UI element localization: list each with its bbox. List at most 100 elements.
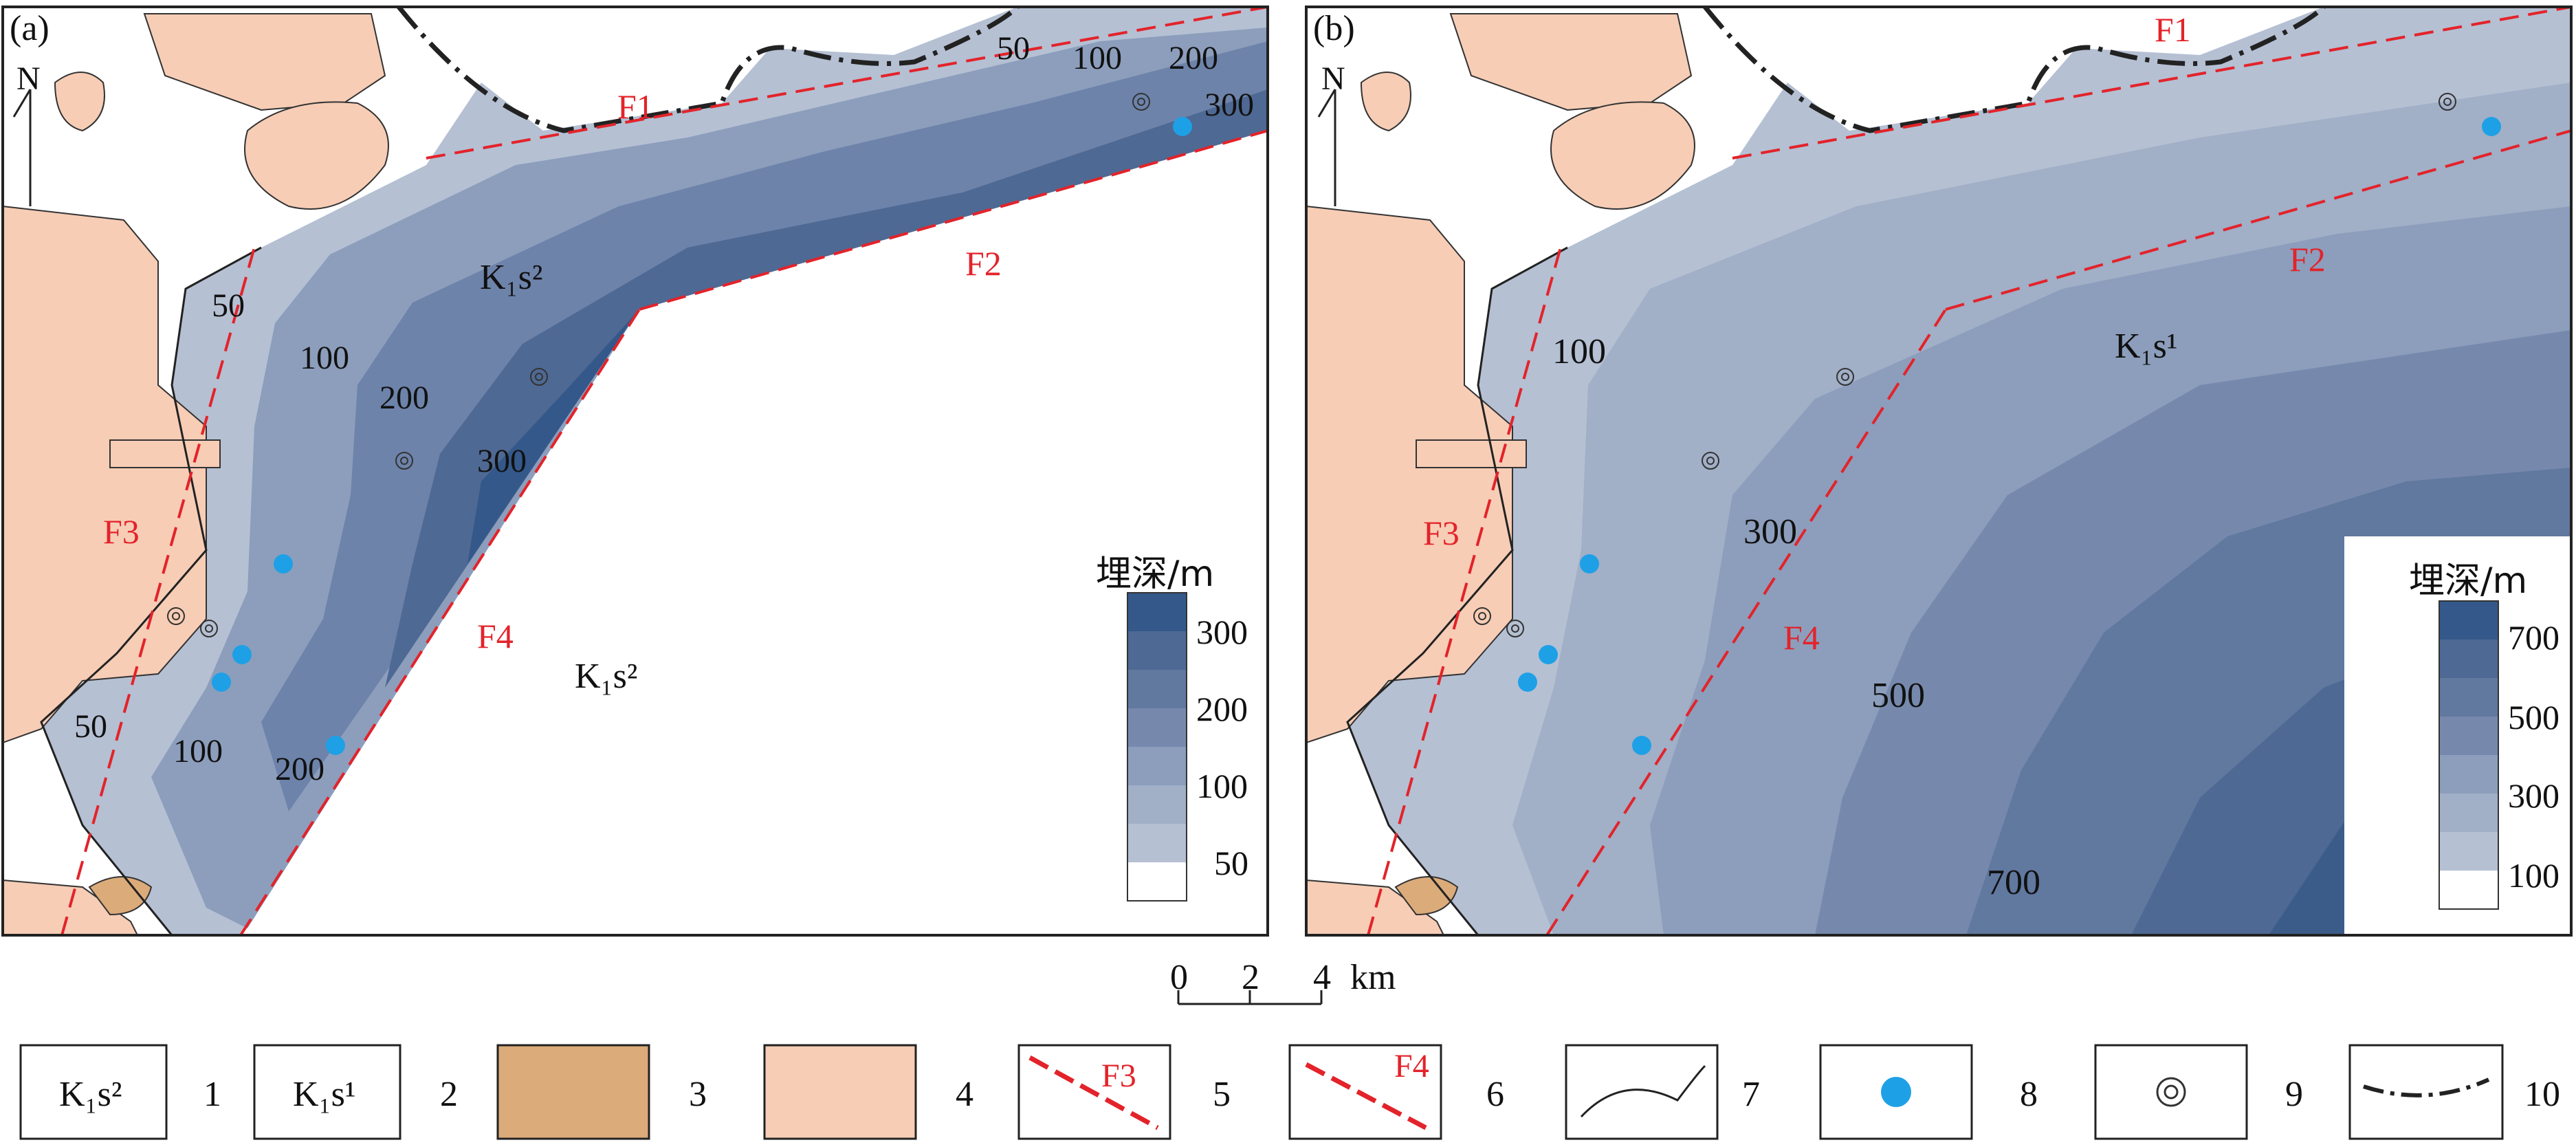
svg-text:8: 8 [2020, 1075, 2038, 1114]
basin-a-band-5 [467, 309, 639, 564]
bottom-legend: K₁s² 1 K₁s¹ 2 3 4 F3 5 F4 6 7 8 9 [19, 1044, 2560, 1140]
outcrop-a-3 [244, 101, 389, 210]
legend-box-10 [2348, 1044, 2504, 1140]
svg-text:700: 700 [2508, 618, 2560, 657]
frame-a [1, 6, 1269, 937]
contour-label: 100 [1552, 332, 1606, 371]
fault-b-f1 [1732, 7, 2571, 160]
legend-box-9 [2094, 1044, 2248, 1140]
svg-text:100: 100 [2508, 856, 2560, 895]
well-dot [1539, 645, 1558, 664]
svg-text:1: 1 [203, 1075, 221, 1114]
basin-a-boundary [40, 246, 262, 935]
panel-label-b: (b) [1313, 9, 1355, 48]
svg-text:300: 300 [1196, 613, 1248, 651]
frame-b [1305, 6, 2573, 937]
inlet-a [109, 439, 221, 468]
svg-text:4: 4 [1313, 958, 1331, 997]
north-arrow-a: N [12, 61, 41, 206]
legend-title-a: 埋深/m [1096, 554, 1214, 595]
svg-text:4: 4 [956, 1075, 973, 1114]
svg-text:300: 300 [2508, 776, 2560, 815]
contour-label: 50 [212, 287, 245, 324]
faults-a [60, 7, 1268, 935]
svg-text:F2: F2 [2289, 240, 2326, 278]
fault-b-f4 [1545, 308, 1947, 935]
unit-label-inside-b: K₁s¹ [2115, 327, 2178, 366]
contour-label: 50 [997, 30, 1030, 67]
unit-label-inside-a: K₁s² [480, 258, 543, 297]
unit-label-outside-a: K₁s² [575, 657, 638, 696]
map-a: 50 100 200 300 50 100 200 300 50 100 200… [3, 7, 1268, 935]
contour-label: 200 [1169, 40, 1218, 76]
basin-b-boundary [1346, 246, 1568, 935]
svg-text:0: 0 [1170, 958, 1188, 997]
svg-text:K₁s²: K₁s² [59, 1075, 122, 1114]
svg-text:10: 10 [2524, 1075, 2560, 1114]
contour-label: 100 [1072, 40, 1122, 76]
contour-label: 300 [477, 443, 527, 479]
svg-text:200: 200 [1196, 690, 1248, 728]
basin-a-band-4 [385, 89, 1268, 688]
outcrop-b-4 [1360, 72, 1411, 132]
svg-text:5: 5 [1213, 1075, 1231, 1114]
fault-a-f4 [239, 308, 641, 935]
svg-text:F3: F3 [103, 512, 140, 551]
legend-title-b: 埋深/m [2409, 560, 2527, 602]
contour-labels-a: 50 100 200 300 50 100 200 300 50 100 200 [74, 30, 1254, 787]
outcrop-a-6 [88, 876, 153, 916]
contour-label: 700 [1987, 863, 2040, 902]
well-dot [212, 673, 231, 692]
fault-a-f3 [60, 247, 256, 935]
north-arrow-b: N [1317, 61, 1345, 206]
fault-a-f2 [639, 129, 1268, 311]
fault-b-f3 [1367, 247, 1562, 935]
legend-box-2 [253, 1044, 401, 1140]
svg-text:F1: F1 [617, 87, 654, 126]
map-b: 100 300 500 700 K₁s¹ F1 F2 F3 F4 (b) N 埋… [1306, 7, 2571, 935]
upper-boundary-a [397, 7, 1020, 133]
svg-text:6: 6 [1486, 1075, 1504, 1114]
wells-b [1518, 117, 2501, 755]
svg-text:2: 2 [440, 1075, 458, 1114]
scale-bar: 0 2 4 km [1170, 958, 1396, 1005]
fault-b-f2 [1945, 129, 2571, 311]
depth-legend-b: 埋深/m 700 500 300 100 [2344, 536, 2571, 935]
svg-text:2: 2 [1242, 958, 1259, 997]
well-circles-a [167, 93, 1150, 637]
well-dot [1632, 736, 1651, 755]
well-circles-b [1473, 93, 2456, 637]
faults-b [1367, 7, 2571, 935]
outcrop-b-3 [1550, 101, 1695, 210]
outcrop-a-4 [54, 72, 105, 132]
contour-label: 500 [1871, 676, 1925, 715]
svg-text:F4: F4 [1394, 1048, 1429, 1084]
well-dot [232, 645, 252, 664]
svg-text:F1: F1 [2155, 10, 2191, 49]
svg-text:F4: F4 [1783, 618, 1820, 657]
depth-legend-a: 埋深/m 300 200 100 50 [1096, 554, 1248, 902]
contour-label: 100 [300, 340, 349, 376]
well-dot [1173, 117, 1192, 136]
svg-text:100: 100 [1196, 767, 1248, 805]
outcrop-b-5 [1306, 879, 1445, 935]
contour-label: 50 [74, 708, 107, 745]
outcrop-a-5 [3, 879, 139, 935]
panel-label-a: (a) [10, 9, 49, 48]
well-dot [1580, 554, 1599, 574]
svg-text:7: 7 [1742, 1075, 1760, 1114]
legend-box-4 [763, 1044, 917, 1140]
contour-label: 300 [1204, 87, 1254, 123]
legend-box-7 [1565, 1044, 1719, 1140]
fault-labels-a: F1 F2 F3 F4 [103, 87, 1002, 655]
contour-label: 200 [275, 751, 324, 787]
legend-box-1 [19, 1044, 168, 1140]
svg-text:F2: F2 [965, 244, 1002, 283]
outcrop-b-6 [1394, 876, 1459, 916]
contour-labels-b: 100 300 500 700 [1552, 332, 2040, 902]
svg-text:K₁s¹: K₁s¹ [293, 1075, 356, 1114]
contour-label: 100 [173, 733, 223, 769]
well-dot [326, 736, 345, 755]
svg-text:50: 50 [1214, 844, 1248, 882]
